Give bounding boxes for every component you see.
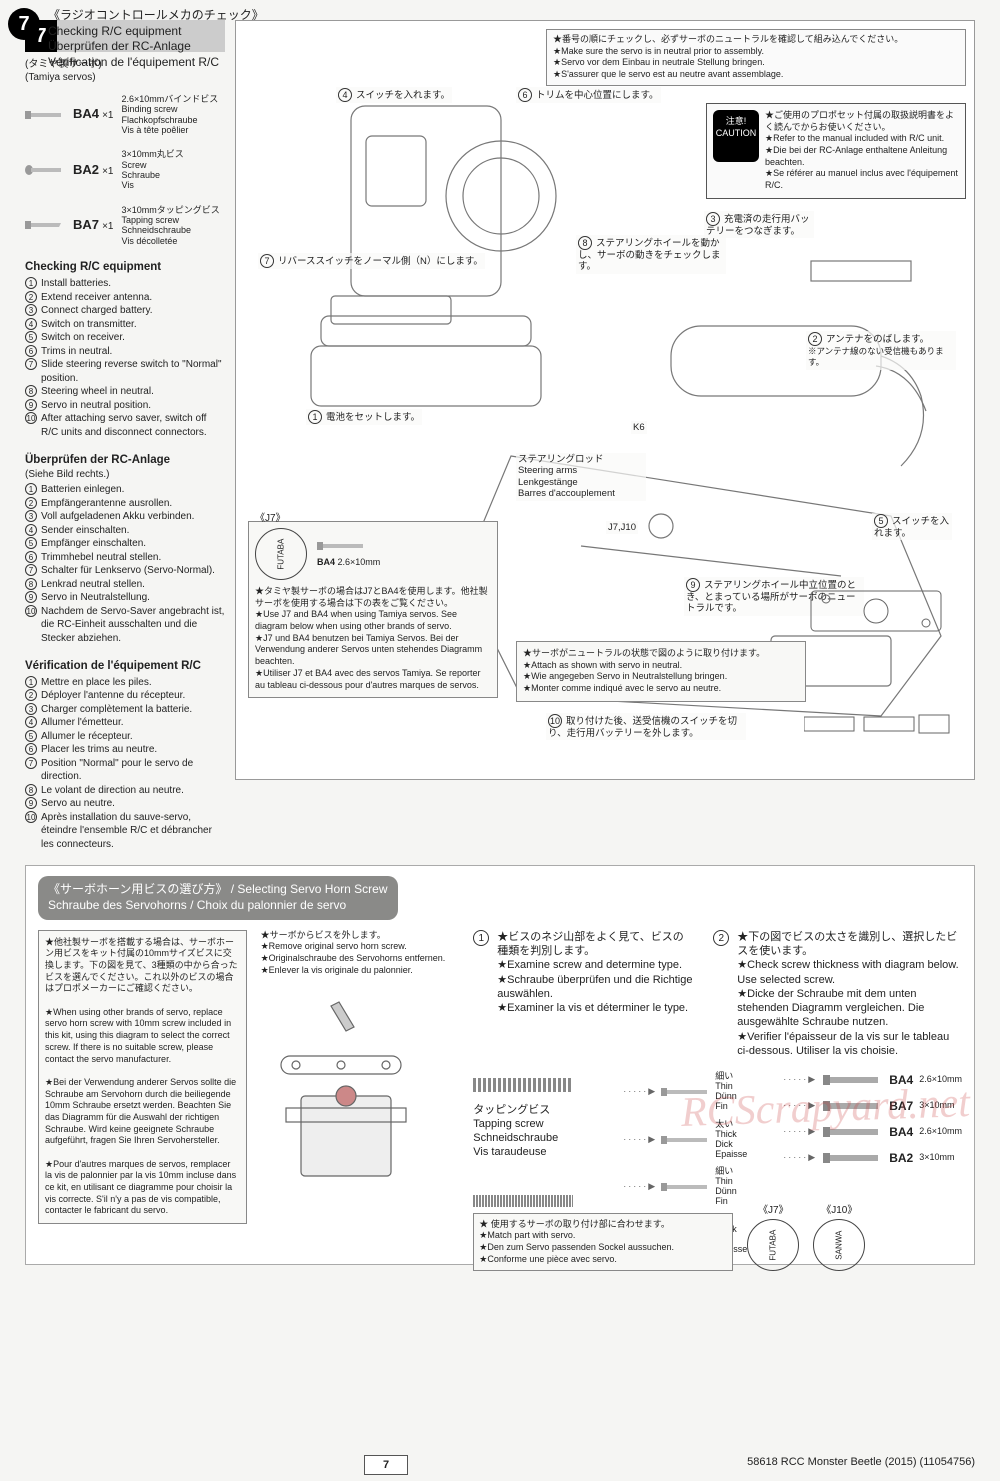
part-row: BA4 ×1 2.6×10mmバインドビス Binding screw Flac… [25,94,225,135]
list-item: 10After attaching servo saver, switch of… [25,412,225,439]
screw-icon [25,108,65,122]
footer-right: 58618 RCC Monster Beetle (2015) (1105475… [747,1455,975,1475]
thickness-row: ·····▶細いThinDünnFin [623,1072,773,1112]
check-fr-title: Vérification de l'équipement R/C [25,659,225,674]
callout-1: 1電池をセットします。 [306,409,422,425]
part-code: BA2 [73,162,99,177]
label-k6: K6 [631,421,647,434]
list-item: 4Allumer l'émetteur. [25,716,225,730]
callout-8: 8ステアリングホイールを動かし、サーボの動きをチェックします。 [576,235,726,274]
step-number-badge: 7 [8,8,40,40]
j7-note-box: 《J7》 FUTABA BA4 2.6×10mm ★タミヤ製サーボの場合はJ7と… [248,521,498,698]
left-column: 7 (タミヤ製サーボ) (Tamiya servos) BA4 ×1 [25,20,225,851]
list-item: 10Après installation du sauve-servo, éte… [25,811,225,852]
callout-4: 4スイッチを入れます。 [336,87,452,103]
page-number: 7 [364,1455,408,1475]
top-note: ★番号の順にチェックし、必ずサーボのニュートラルを確認して組み込んでください。 … [546,29,966,86]
connector-illustration [804,709,954,743]
servo-horn-icon: FUTABA [255,528,307,580]
sec2-right: 1 ★ビスのネジ山部をよく見て、ビスの種類を判別します。 ★Examine sc… [473,930,962,1276]
list-item: 1Install batteries. [25,277,225,291]
list-item: 8Lenkrad neutral stellen. [25,578,225,592]
neutral-note-box: ★サーボがニュートラルの状態で図のように取り付けます。 ★Attach as s… [516,641,806,702]
result-screw-row: ·····▶BA42.6×10mm [783,1124,962,1140]
servo-illustration [261,996,460,1190]
result-screw-row: ·····▶BA73×10mm [783,1098,962,1114]
list-item: 5Switch on receiver. [25,331,225,345]
result-screw-row: ·····▶BA23×10mm [783,1150,962,1166]
check-de-list: 1Batterien einlegen.2Empfängerantenne au… [25,483,225,645]
callout-6: 6トリムを中心位置にします。 [516,87,661,103]
sec2-left-text: ★他社製サーボを搭載する場合は、サーボホーン用ビスをキット付属の10mmサイズビ… [38,930,247,1276]
check-de-title: Überprüfen der RC-Anlage [25,453,225,468]
part-row: BA7 ×1 3×10mmタッピングビス Tapping screw Schne… [25,205,225,246]
thickness-row: ·····▶太いThickDickEpaisse [623,1120,773,1160]
list-item: 6Trimmhebel neutral stellen. [25,551,225,565]
list-item: 5Allumer le récepteur. [25,730,225,744]
list-item: 3Connect charged battery. [25,304,225,318]
main-diagram: ★番号の順にチェックし、必ずサーボのニュートラルを確認して組み込んでください。 … [235,20,975,780]
list-item: 2Déployer l'antenne du récepteur. [25,689,225,703]
list-item: 9Servo au neutre. [25,797,225,811]
check-en-list: 1Install batteries.2Extend receiver ante… [25,277,225,439]
section2-title: 《サーボホーン用ビスの選び方》 / Selecting Servo Horn S… [38,876,398,919]
list-item: 5Empfänger einschalten. [25,537,225,551]
check-title-jp: 《ラジオコントロールメカのチェック》 [48,8,264,24]
screw-icon [25,163,65,177]
screw-icon [25,218,65,232]
list-item: 2Extend receiver antenna. [25,291,225,305]
check-title-de: Überprüfen der RC-Anlage [48,39,264,55]
check-title-en: Checking R/C equipment [48,24,264,40]
callout-3: 3充電済の走行用バッテリーをつなぎます。 [704,211,814,238]
check-de-sub: (Siehe Bild rechts.) [25,468,225,481]
part-qty: ×1 [102,166,113,177]
list-item: 8Steering wheel in neutral. [25,385,225,399]
part-qty: ×1 [102,110,113,121]
callout-7: 7リバーススイッチをノーマル側（N）にします。 [258,253,485,269]
page-footer: 7 58618 RCC Monster Beetle (2015) (11054… [0,1455,1000,1475]
list-item: 4Switch on transmitter. [25,318,225,332]
right-column: 7 《ラジオコントロールメカのチェック》 Checking R/C equipm… [235,20,975,851]
list-item: 3Charger complètement la batterie. [25,703,225,717]
sec2-middle: ★サーボからビスを外します。 ★Remove original servo ho… [261,930,460,1276]
part-qty: ×1 [102,221,113,232]
servo-horn-section: 《サーボホーン用ビスの選び方》 / Selecting Servo Horn S… [25,865,975,1265]
callout-5: 5スイッチを入れます。 [872,513,952,540]
list-item: 4Sender einschalten. [25,524,225,538]
list-item: 1Mettre en place les piles. [25,676,225,690]
steering-label: ステアリングロッド Steering arms Lenkgestänge Bar… [516,453,646,501]
list-item: 7Schalter für Lenkservo (Servo-Normal). [25,564,225,578]
horn-j10-icon: 《J10》 SANWA [813,1219,865,1271]
list-item: 9Servo in neutral position. [25,399,225,413]
part-code: BA7 [73,217,99,232]
check-en-title: Checking R/C equipment [25,260,225,275]
result-screw-row: ·····▶BA42.6×10mm [783,1072,962,1088]
list-item: 10Nachdem de Servo-Saver angebracht ist,… [25,605,225,646]
callout-2: 2アンテナをのばします。※アンテナ線のない受信機もあります。 [806,331,956,370]
list-item: 9Servo in Neutralstellung. [25,591,225,605]
tapping-screw-sample: タッピングビス Tapping screw Schneidschraube Vi… [473,1072,613,1159]
check-fr-list: 1Mettre en place les piles.2Déployer l'a… [25,676,225,852]
servo-top-illustration [806,581,956,645]
part-code: BA4 [73,106,99,121]
list-item: 7Slide steering reverse switch to "Norma… [25,358,225,385]
check-title-fr: Vérification de l'équipement R/C [48,55,264,71]
parts-list: BA4 ×1 2.6×10mmバインドビス Binding screw Flac… [25,94,225,246]
list-item: 8Le volant de direction au neutre. [25,784,225,798]
list-item: 6Placer les trims au neutre. [25,743,225,757]
thickness-row: ·····▶細いThinDünnFin [623,1167,773,1207]
list-item: 1Batterien einlegen. [25,483,225,497]
label-j7j10: J7,J10 [606,521,638,534]
callout-10: 10取り付けた後、送受信機のスイッチを切り、走行用バッテリーを外します。 [546,713,746,740]
list-item: 2Empfängerantenne ausrollen. [25,497,225,511]
part-row: BA2 ×1 3×10mm丸ビス Screw Schraube Vis [25,149,225,190]
match-note: ★ 使用するサーボの取り付け部に合わせます。 ★Match part with … [473,1213,733,1272]
screw-icon [317,539,367,553]
list-item: 3Voll aufgeladenen Akku verbinden. [25,510,225,524]
horn-j7-icon: 《J7》 FUTABA [747,1219,799,1271]
tamiya-servo-en: (Tamiya servos) [25,72,96,83]
list-item: 6Trims in neutral. [25,345,225,359]
list-item: 7Position "Normal" pour le servo de dire… [25,757,225,784]
